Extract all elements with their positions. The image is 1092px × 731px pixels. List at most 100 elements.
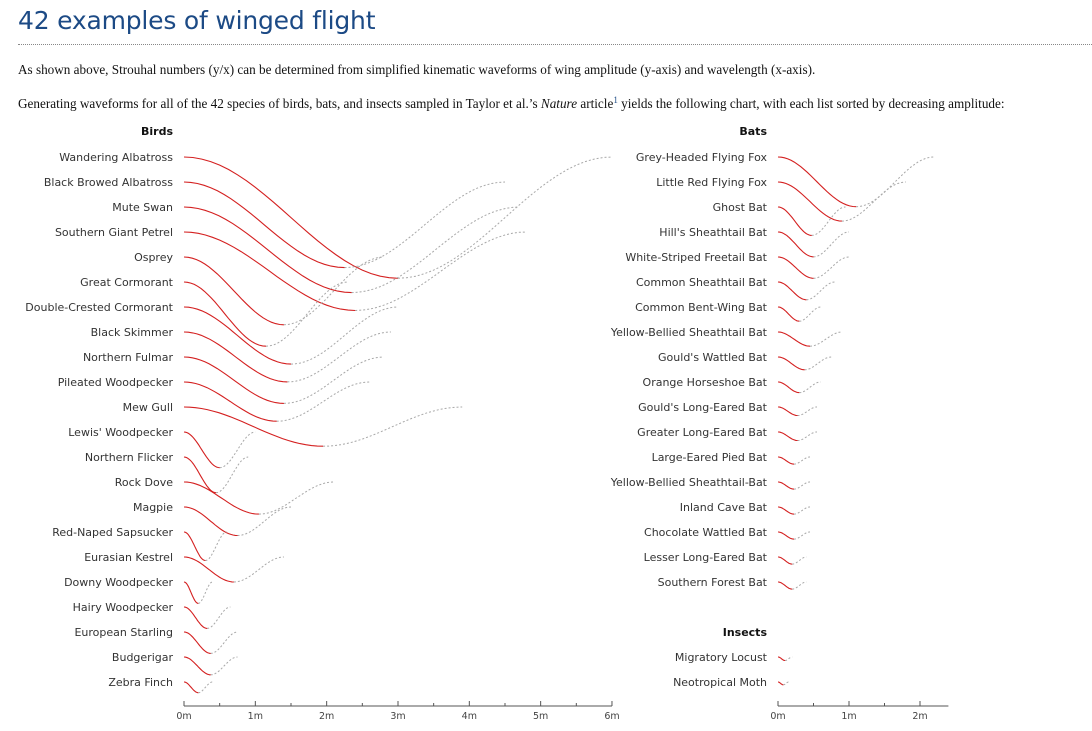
upstroke-inland-cave-bat xyxy=(794,506,810,515)
downstroke-european-starling xyxy=(183,631,211,654)
insects-header: Insects xyxy=(723,626,768,639)
upstroke-southern-forest-bat xyxy=(792,581,807,590)
downstroke-zebra-finch xyxy=(184,681,199,694)
upstroke-common-bent-wing-bat xyxy=(799,306,821,322)
para-text-end: yields the following chart, with each li… xyxy=(617,96,1005,111)
species-label-lewis-woodpecker: Lewis' Woodpecker xyxy=(68,426,173,439)
downstroke-common-bent-wing-bat xyxy=(777,306,800,322)
downstroke-magpie xyxy=(183,506,238,537)
species-label-pileated-woodpecker: Pileated Woodpecker xyxy=(58,376,174,389)
bats-header: Bats xyxy=(739,125,767,138)
birds-tick-label-3: 3m xyxy=(390,711,405,722)
title-divider xyxy=(18,44,1092,45)
birds-header: Birds xyxy=(141,125,173,138)
downstroke-great-cormorant xyxy=(183,281,267,347)
upstroke-gould-s-wattled-bat xyxy=(804,356,832,371)
downstroke-rock-dove xyxy=(183,481,259,515)
upstroke-common-sheathtail-bat xyxy=(806,281,835,301)
species-label-southern-forest-bat: Southern Forest Bat xyxy=(658,576,768,589)
upstroke-budgerigar xyxy=(210,656,238,676)
downstroke-northern-fulmar xyxy=(183,356,284,404)
upstroke-gould-s-long-eared-bat xyxy=(797,406,817,416)
upstroke-lewis-woodpecker xyxy=(219,431,256,469)
downstroke-black-browed-albatross xyxy=(183,181,345,269)
species-label-downy-woodpecker: Downy Woodpecker xyxy=(64,576,173,589)
intro-paragraph: As shown above, Strouhal numbers (y/x) c… xyxy=(18,62,816,77)
downstroke-large-eared-pied-bat xyxy=(778,456,794,465)
species-label-budgerigar: Budgerigar xyxy=(112,651,174,664)
species-label-black-skimmer: Black Skimmer xyxy=(91,326,174,339)
upstroke-northern-flicker xyxy=(216,456,249,494)
downstroke-white-striped-freetail-bat xyxy=(777,256,814,279)
downstroke-little-red-flying-fox xyxy=(777,181,842,222)
downstroke-red-naped-sapsucker xyxy=(183,531,206,562)
birds-tick-label-2: 2m xyxy=(319,711,334,722)
upstroke-european-starling xyxy=(210,631,238,654)
page-title: 42 examples of winged flight xyxy=(18,6,376,35)
species-label-white-striped-freetail-bat: White-Striped Freetail Bat xyxy=(625,251,767,264)
downstroke-ghost-bat xyxy=(777,206,812,236)
upstroke-magpie xyxy=(237,506,292,536)
species-label-southern-giant-petrel: Southern Giant Petrel xyxy=(55,226,173,239)
upstroke-orange-horseshoe-bat xyxy=(799,381,821,394)
bats-tick-label-2: 2m xyxy=(912,711,927,722)
species-label-greater-long-eared-bat: Greater Long-Eared Bat xyxy=(637,426,768,439)
upstroke-neotropical-moth xyxy=(783,681,789,686)
species-label-gould-s-long-eared-bat: Gould's Long-Eared Bat xyxy=(638,401,768,414)
upstroke-mute-swan xyxy=(351,206,520,294)
species-label-great-cormorant: Great Cormorant xyxy=(80,276,174,289)
upstroke-red-naped-sapsucker xyxy=(205,531,227,561)
species-label-black-browed-albatross: Black Browed Albatross xyxy=(44,176,173,189)
footnote-link[interactable]: 1 xyxy=(613,95,618,105)
species-label-northern-fulmar: Northern Fulmar xyxy=(83,351,174,364)
species-label-lesser-long-eared-bat: Lesser Long-Eared Bat xyxy=(644,551,768,564)
species-label-chocolate-wattled-bat: Chocolate Wattled Bat xyxy=(644,526,768,539)
birds-tick-label-5: 5m xyxy=(533,711,548,722)
downstroke-hill-s-sheathtail-bat xyxy=(777,231,814,258)
birds-tick-label-1: 1m xyxy=(248,711,263,722)
birds-tick-label-6: 6m xyxy=(604,711,619,722)
downstroke-southern-forest-bat xyxy=(778,581,793,590)
downstroke-southern-giant-petrel xyxy=(183,231,356,312)
upstroke-zebra-finch xyxy=(198,681,213,694)
downstroke-mute-swan xyxy=(183,206,352,294)
upstroke-southern-giant-petrel xyxy=(355,231,527,311)
upstroke-yellow-bellied-sheathtail-bat xyxy=(809,331,842,347)
upstroke-mew-gull xyxy=(323,406,463,447)
downstroke-neotropical-moth xyxy=(778,681,784,686)
upstroke-pileated-woodpecker xyxy=(276,381,370,422)
species-label-ghost-bat: Ghost Bat xyxy=(713,201,768,214)
downstroke-greater-long-eared-bat xyxy=(778,431,798,442)
species-label-mew-gull: Mew Gull xyxy=(123,401,173,414)
downstroke-wandering-albatross xyxy=(183,156,399,279)
downstroke-northern-flicker xyxy=(183,456,217,494)
birds-tick-label-0: 0m xyxy=(176,711,191,722)
species-label-mute-swan: Mute Swan xyxy=(112,201,173,214)
species-label-large-eared-pied-bat: Large-Eared Pied Bat xyxy=(652,451,768,464)
downstroke-yellow-bellied-sheathtail-bat xyxy=(778,481,794,490)
upstroke-black-skimmer xyxy=(287,331,391,383)
upstroke-yellow-bellied-sheathtail-bat xyxy=(794,481,810,490)
downstroke-eurasian-kestrel xyxy=(183,556,234,583)
species-label-yellow-bellied-sheathtail-bat: Yellow-Bellied Sheathtail-Bat xyxy=(610,476,768,489)
species-label-yellow-bellied-sheathtail-bat: Yellow-Bellied Sheathtail Bat xyxy=(610,326,768,339)
upstroke-eurasian-kestrel xyxy=(233,556,284,583)
species-label-hairy-woodpecker: Hairy Woodpecker xyxy=(73,601,174,614)
upstroke-osprey xyxy=(283,256,384,326)
species-label-eurasian-kestrel: Eurasian Kestrel xyxy=(84,551,173,564)
upstroke-rock-dove xyxy=(258,481,334,515)
downstroke-yellow-bellied-sheathtail-bat xyxy=(777,331,811,347)
upstroke-white-striped-freetail-bat xyxy=(813,256,850,279)
upstroke-hill-s-sheathtail-bat xyxy=(813,231,850,258)
article-link-text: article xyxy=(577,96,614,111)
downstroke-gould-s-long-eared-bat xyxy=(778,406,798,417)
birds-tick-label-4: 4m xyxy=(462,711,477,722)
upstroke-black-browed-albatross xyxy=(344,181,506,269)
species-label-gould-s-wattled-bat: Gould's Wattled Bat xyxy=(658,351,768,364)
species-label-orange-horseshoe-bat: Orange Horseshoe Bat xyxy=(643,376,768,389)
species-label-common-bent-wing-bat: Common Bent-Wing Bat xyxy=(635,301,768,314)
species-label-rock-dove: Rock Dove xyxy=(115,476,174,489)
upstroke-lesser-long-eared-bat xyxy=(792,556,807,565)
downstroke-migratory-locust xyxy=(778,656,786,662)
